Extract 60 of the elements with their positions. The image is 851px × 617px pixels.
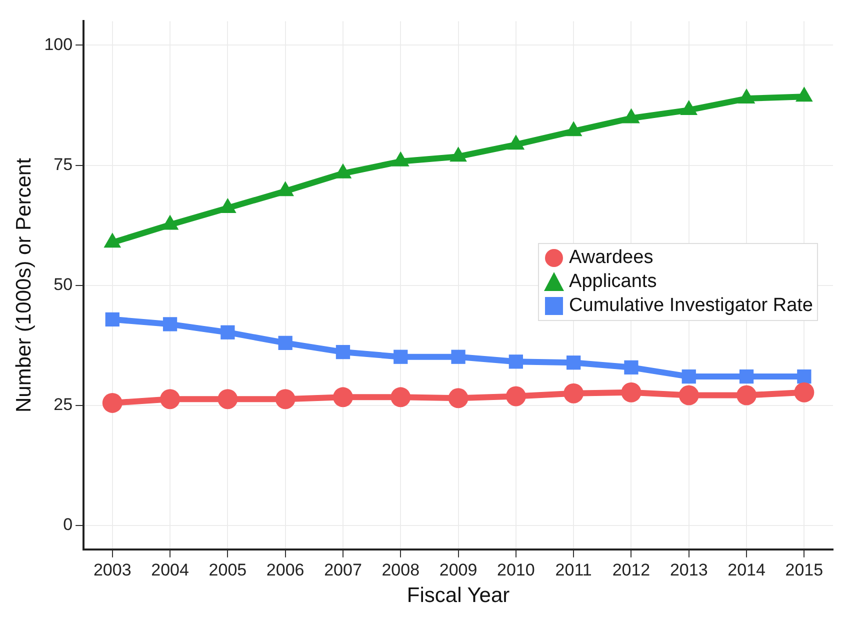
- point: [624, 360, 638, 374]
- point: [622, 108, 640, 124]
- x-tick-label: 2008: [382, 560, 420, 580]
- point: [564, 383, 584, 404]
- x-tick-label: 2014: [728, 560, 766, 580]
- y-tick-label: 0: [63, 515, 73, 534]
- x-axis-title: Fiscal Year: [406, 584, 510, 608]
- legend-label: Cumulative Investigator Rate: [569, 294, 813, 318]
- point: [160, 389, 180, 410]
- y-axis-title: Number (1000s) or Percent: [12, 158, 36, 413]
- y-tick-label: 75: [54, 154, 73, 174]
- point: [450, 146, 467, 162]
- point: [105, 312, 120, 326]
- legend-label: Applicants: [569, 270, 657, 294]
- x-tick-label: 2013: [670, 560, 708, 580]
- point: [508, 354, 523, 369]
- point: [507, 134, 525, 150]
- point: [448, 388, 468, 408]
- point: [219, 198, 236, 213]
- point: [506, 386, 526, 406]
- point: [451, 350, 466, 364]
- point: [797, 369, 812, 384]
- point: [680, 100, 698, 116]
- x-tick-label: 2015: [785, 560, 824, 580]
- x-tick-label: 2007: [324, 560, 362, 580]
- point: [794, 382, 814, 402]
- x-tick-label: 2012: [612, 560, 650, 580]
- point: [564, 121, 582, 136]
- x-tick-label: 2003: [93, 560, 132, 580]
- point: [390, 387, 411, 408]
- point: [102, 392, 122, 413]
- point: [678, 385, 699, 406]
- point: [736, 385, 757, 406]
- x-tick-label: 2006: [266, 560, 304, 580]
- point: [276, 181, 294, 196]
- point: [332, 387, 353, 408]
- point: [218, 389, 238, 410]
- x-tick-label: 2005: [208, 560, 247, 580]
- x-tick-label: 2004: [151, 560, 189, 580]
- point: [682, 369, 696, 384]
- point: [739, 369, 754, 384]
- legend-label: Awardees: [569, 246, 654, 270]
- point: [738, 88, 756, 104]
- point: [336, 344, 350, 360]
- x-tick-label: 2010: [497, 560, 535, 580]
- point: [275, 389, 296, 410]
- point: [162, 317, 178, 332]
- point: [220, 325, 235, 340]
- point: [796, 86, 813, 102]
- y-tick-label: 100: [44, 34, 73, 54]
- point: [394, 350, 408, 364]
- point: [621, 382, 642, 402]
- point: [566, 356, 581, 370]
- point: [104, 232, 122, 248]
- point: [278, 336, 292, 350]
- y-tick-label: 25: [54, 395, 73, 414]
- y-tick-label: 50: [54, 274, 73, 294]
- x-tick-label: 2011: [555, 560, 592, 580]
- x-tick-label: 2009: [439, 560, 478, 580]
- point: [392, 151, 410, 166]
